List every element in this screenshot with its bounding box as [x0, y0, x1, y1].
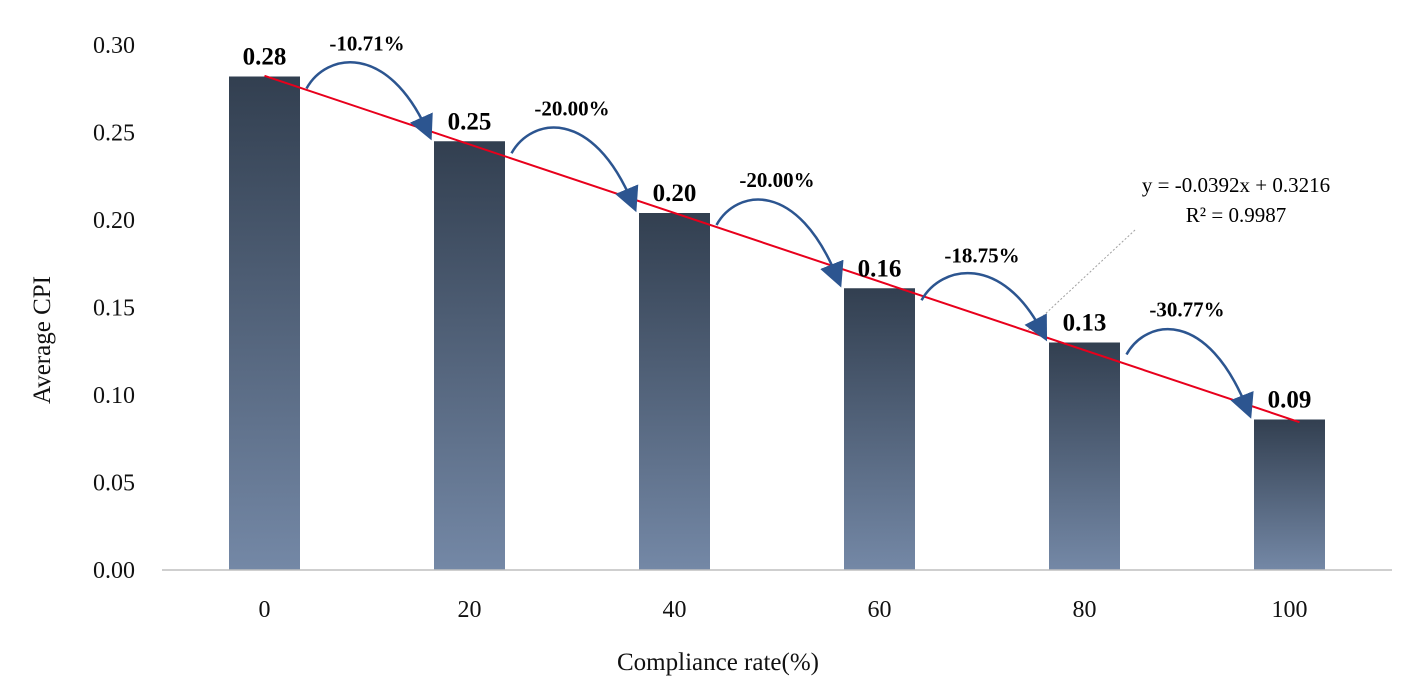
change-arrow — [510, 126, 639, 213]
y-tick-label: 0.15 — [93, 296, 135, 322]
x-tick-label: 40 — [663, 597, 687, 623]
bar — [434, 141, 505, 570]
value-label: 0.20 — [653, 180, 697, 207]
y-tick-label: 0.20 — [93, 208, 135, 234]
trendline-equation: y = -0.0392x + 0.3216 — [1142, 173, 1330, 197]
y-tick-label: 0.00 — [93, 558, 135, 584]
change-label: -20.00% — [534, 96, 609, 120]
x-tick-label: 20 — [458, 597, 482, 623]
bar — [844, 288, 915, 570]
change-label: -30.77% — [1149, 298, 1224, 322]
change-arrows: -10.71% -20.00% -20.00% -18.75% -30.77% — [305, 32, 1254, 419]
data-labels: 0.28 0.25 0.20 0.16 0.13 0.09 — [243, 44, 1312, 414]
y-tick-label: 0.25 — [93, 121, 135, 147]
trendline — [264, 74, 1300, 424]
value-label: 0.09 — [1268, 387, 1312, 414]
trendline-r-squared: R² = 0.9987 — [1186, 203, 1286, 227]
bar — [639, 213, 710, 570]
change-label: -18.75% — [944, 243, 1019, 267]
change-arrow — [920, 271, 1048, 342]
bar — [229, 76, 300, 570]
y-tick-label: 0.10 — [93, 383, 135, 409]
change-label: -20.00% — [739, 168, 814, 192]
x-tick-label: 80 — [1073, 597, 1097, 623]
change-arrow — [715, 198, 844, 288]
y-tick-label: 0.05 — [93, 471, 135, 497]
y-axis-title: Average CPI — [29, 276, 56, 404]
x-tick-label: 100 — [1272, 597, 1308, 623]
x-tick-label: 0 — [259, 597, 271, 623]
bar-series — [229, 76, 1325, 570]
change-arrow — [305, 61, 433, 141]
change-arrow — [1125, 327, 1254, 419]
x-axis-title: Compliance rate(%) — [617, 649, 819, 676]
change-label: -10.71% — [329, 32, 404, 56]
y-tick-label: 0.30 — [93, 33, 135, 59]
y-axis: 0.00 0.05 0.10 0.15 0.20 0.25 0.30 — [93, 33, 135, 584]
bar — [1049, 342, 1120, 570]
value-label: 0.16 — [858, 255, 902, 282]
value-label: 0.25 — [448, 108, 492, 135]
bar — [1254, 419, 1325, 570]
value-label: 0.28 — [243, 44, 287, 71]
value-label: 0.13 — [1063, 310, 1107, 337]
equation-leader-line — [1027, 229, 1136, 331]
x-axis: 0 20 40 60 80 100 — [259, 597, 1308, 623]
x-tick-label: 60 — [868, 597, 892, 623]
